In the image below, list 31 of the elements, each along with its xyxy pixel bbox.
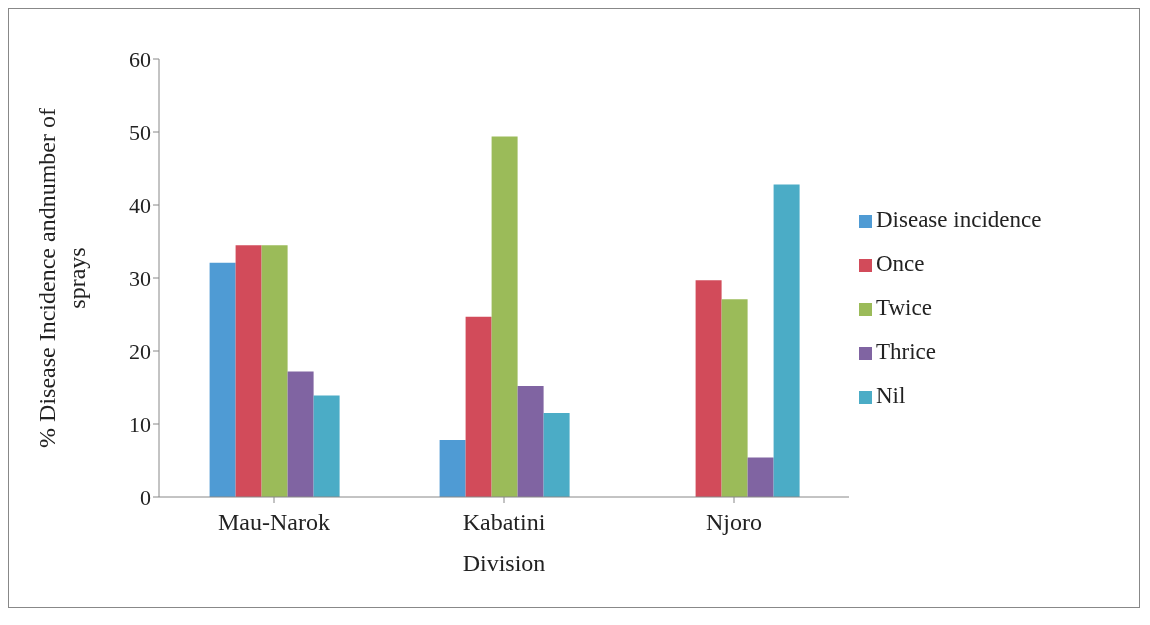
y-tick-label: 60 (129, 46, 151, 72)
y-tick-label: 10 (129, 411, 151, 437)
bar (491, 136, 518, 497)
bar (209, 262, 236, 497)
y-tick-label: 20 (129, 338, 151, 364)
legend-label: Disease incidence (876, 207, 1042, 232)
legend-label: Nil (876, 383, 906, 408)
bar (721, 299, 748, 497)
y-tick-label: 50 (129, 119, 151, 145)
bar (543, 413, 570, 497)
bar (517, 386, 544, 497)
x-tick-label: Njoro (706, 509, 762, 536)
bar (439, 440, 466, 497)
y-tick-label: 40 (129, 192, 151, 218)
bar (695, 280, 722, 497)
x-tick-label: Mau-Narok (218, 509, 330, 536)
legend-label: Once (876, 251, 925, 276)
bar (747, 457, 774, 497)
bar (773, 184, 800, 497)
bar (235, 245, 262, 497)
bar (465, 316, 492, 497)
x-axis-title: Division (462, 550, 546, 576)
x-tick-label: Kabatini (462, 509, 546, 536)
y-tick-label: 30 (129, 265, 151, 291)
bar (287, 371, 314, 497)
y-tick-label: 0 (140, 484, 151, 510)
bar (261, 245, 288, 497)
bar (313, 395, 340, 497)
y-axis-title: % Disease Incidence andnumber of sprays (34, 108, 90, 448)
legend-label: Twice (876, 295, 932, 320)
legend-label: Thrice (876, 339, 937, 364)
